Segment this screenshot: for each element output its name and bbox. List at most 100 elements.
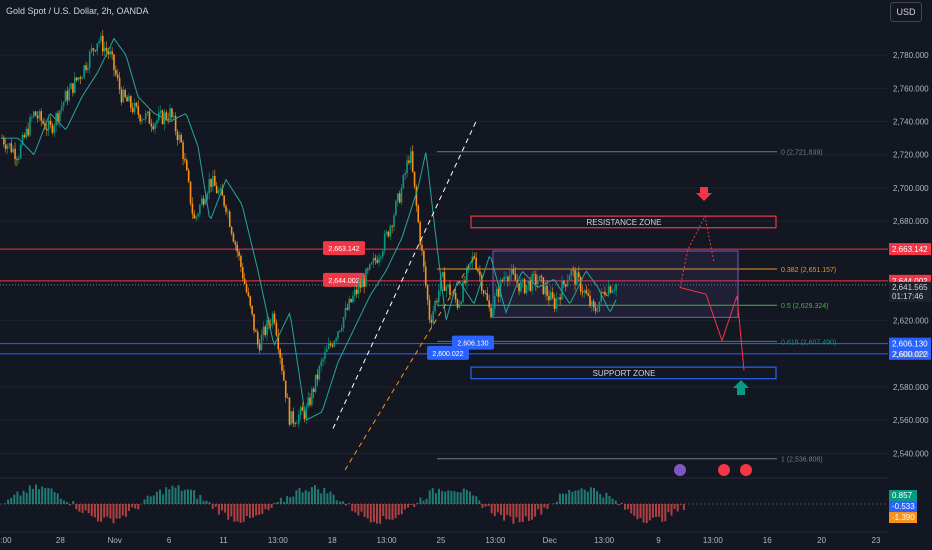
candle-body xyxy=(415,186,418,206)
price-axis: 2,780.000 2,760.000 2,740.000 2,720.000 2,70… xyxy=(893,51,929,458)
candle-body xyxy=(277,335,280,350)
candle-body xyxy=(301,407,304,411)
candle-body xyxy=(355,289,358,295)
candle-body xyxy=(589,295,591,307)
osc-histogram-bar xyxy=(13,494,16,504)
osc-histogram-bar xyxy=(537,504,540,510)
candle-body xyxy=(550,292,552,301)
candle-body xyxy=(70,83,72,90)
osc-histogram-bar xyxy=(642,504,645,523)
osc-histogram-bar xyxy=(382,504,385,516)
last-price-value: 2,641.565 xyxy=(892,283,928,292)
candle-body xyxy=(393,215,395,227)
candle-body xyxy=(292,411,294,424)
candle-body xyxy=(581,291,584,293)
osc-histogram-bar xyxy=(531,504,533,520)
y-tick-label: 2,780.000 xyxy=(893,51,929,60)
level-callout-label: 2,663.142 xyxy=(328,246,359,253)
osc-histogram-bar xyxy=(410,504,413,505)
candle-body xyxy=(499,280,502,297)
osc-histogram-bar xyxy=(493,504,496,517)
osc-histogram-bar xyxy=(354,504,357,513)
candle-body xyxy=(480,275,483,291)
osc-histogram-bar xyxy=(372,504,375,522)
candle-body xyxy=(25,128,28,138)
candle-body xyxy=(137,106,140,115)
osc-histogram-bar xyxy=(162,494,165,504)
candle-body xyxy=(535,274,537,285)
candle-body xyxy=(546,285,548,296)
candle-body xyxy=(449,284,451,296)
candle-body xyxy=(197,213,199,217)
candle-body xyxy=(79,77,82,79)
zone-box xyxy=(470,215,777,229)
osc-histogram-bar xyxy=(589,487,592,504)
candle-body xyxy=(40,111,42,121)
candle-body xyxy=(370,262,373,265)
candle-body xyxy=(298,414,300,424)
candle-body xyxy=(406,160,408,174)
candle-body xyxy=(92,48,95,51)
osc-histogram-bar xyxy=(661,504,664,522)
candle-body xyxy=(417,205,420,223)
candle-body xyxy=(598,301,601,312)
osc-histogram-bar xyxy=(208,502,211,504)
candle-body xyxy=(100,35,102,42)
osc-histogram-bar xyxy=(335,500,338,504)
candle-body xyxy=(236,244,238,252)
candle-body xyxy=(133,102,136,113)
candle-body xyxy=(574,270,576,285)
candle-body xyxy=(243,278,246,284)
candle-body xyxy=(434,301,436,312)
currency-button[interactable]: USD xyxy=(890,2,922,22)
osc-histogram-bar xyxy=(565,493,568,504)
osc-histogram-bar xyxy=(289,497,292,504)
chart-title: Gold Spot / U.S. Dollar, 2h, OANDA xyxy=(6,6,149,16)
candle-body xyxy=(477,268,479,272)
osc-histogram-bar xyxy=(270,504,273,509)
osc-histogram-bar xyxy=(617,504,620,506)
candle-body xyxy=(122,89,125,103)
x-tick-label: Dec xyxy=(543,536,557,545)
candle-body xyxy=(568,275,571,281)
candle-body xyxy=(59,110,61,122)
osc-histogram-bar xyxy=(425,498,428,504)
osc-histogram-bar xyxy=(177,485,180,504)
osc-histogram-bar xyxy=(441,491,444,504)
candle-body xyxy=(228,211,231,227)
candle-body xyxy=(88,51,91,68)
osc-histogram-bar xyxy=(428,490,431,504)
candle-body xyxy=(16,159,18,160)
osc-histogram-bar xyxy=(369,504,372,523)
candle-body xyxy=(296,423,298,425)
candle-body xyxy=(27,128,29,136)
candle-body xyxy=(339,330,341,332)
osc-histogram-bar xyxy=(255,504,258,516)
candle-body xyxy=(501,280,504,282)
candle-body xyxy=(214,175,216,186)
level-price-badge xyxy=(889,337,931,350)
x-tick-label: :00 xyxy=(0,536,12,545)
osc-histogram-bar xyxy=(10,497,13,504)
x-tick-label: 23 xyxy=(872,536,881,545)
candle-body xyxy=(596,311,599,313)
candle-body xyxy=(438,290,440,303)
osc-histogram-bar xyxy=(310,487,313,504)
flag-icon xyxy=(740,464,752,476)
osc-histogram-bar xyxy=(552,503,555,504)
fib-label: 0.618 (2,607.490) xyxy=(781,339,836,346)
x-tick-label: Nov xyxy=(108,536,122,545)
osc-histogram-bar xyxy=(608,496,611,504)
candle-body xyxy=(8,143,11,146)
candle-body xyxy=(454,293,457,300)
osc-histogram-bar xyxy=(416,502,419,504)
osc-histogram-bar xyxy=(562,493,564,504)
candle-body xyxy=(200,198,203,205)
osc-histogram-bar xyxy=(633,504,636,516)
candle-body xyxy=(184,159,186,161)
candle-body xyxy=(451,294,453,296)
osc-histogram-bar xyxy=(512,504,515,524)
candle-body xyxy=(587,293,589,296)
candle-body xyxy=(311,388,313,405)
